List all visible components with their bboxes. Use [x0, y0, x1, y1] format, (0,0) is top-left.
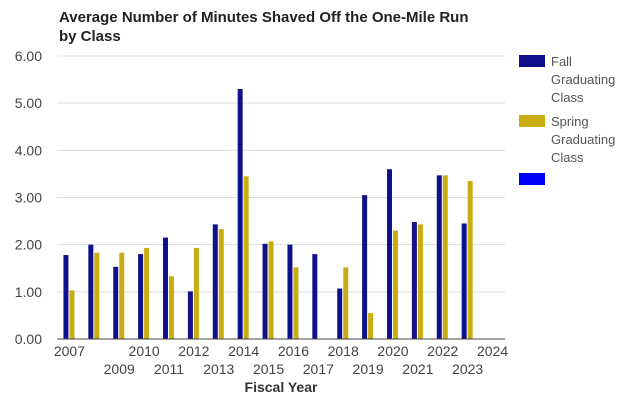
bar-series-1-2010 — [144, 247, 150, 339]
legend-label: Spring — [551, 114, 589, 129]
x-tick-label: 2015 — [253, 361, 284, 377]
x-tick-label: 2023 — [452, 361, 483, 377]
x-axis-tick-labels: 2007 2010 2012 2014 2016 2018 2020 2022 2024 2009… — [54, 343, 508, 377]
legend-label: Graduating — [551, 72, 615, 87]
bar-series-0-2020 — [387, 169, 392, 339]
bar-series-0-2013 — [212, 224, 218, 339]
bar-series-1-2007 — [69, 290, 75, 339]
bar-series-1-2015 — [268, 241, 274, 339]
x-tick-label: 2011 — [154, 361, 184, 377]
legend-label: Fall — [551, 54, 572, 69]
bar-series-0-2017 — [312, 254, 318, 339]
chart-title-line-1: Average Number of Minutes Shaved Off the… — [59, 9, 469, 26]
bar-series-1-2016 — [293, 267, 299, 339]
bar-series-1-2009 — [119, 252, 125, 339]
legend-label: Class — [551, 90, 584, 105]
x-tick-label: 2021 — [402, 361, 433, 377]
bar-series-1-2012 — [193, 247, 199, 339]
x-tick-label: 2024 — [477, 343, 508, 359]
bar-series-0-2019 — [362, 195, 368, 339]
legend-label: Graduating — [551, 132, 615, 147]
bar-series-1-2014 — [243, 176, 249, 339]
bar-series-1-2020 — [393, 230, 398, 339]
legend-swatch-1 — [519, 115, 545, 127]
bar-series-1-2013 — [218, 229, 224, 339]
x-tick-label: 2012 — [178, 343, 209, 359]
legend: Fall Graduating Class Spring Graduating Class — [519, 54, 615, 185]
y-tick-label: 1.00 — [15, 284, 42, 300]
bar-series-0-2014 — [237, 89, 243, 340]
x-axis-title: Fiscal Year — [245, 379, 318, 395]
bar-series-0-2011 — [163, 237, 168, 339]
bar-series-1-2023 — [467, 180, 473, 339]
x-tick-label: 2018 — [328, 343, 359, 359]
x-tick-label: 2013 — [203, 361, 234, 377]
y-tick-label: 6.00 — [15, 48, 42, 64]
x-tick-label: 2010 — [129, 343, 160, 359]
y-tick-label: 2.00 — [15, 237, 42, 253]
bars — [63, 89, 473, 340]
x-tick-label: 2007 — [54, 343, 85, 359]
bar-series-0-2008 — [88, 244, 94, 339]
bar-series-0-2007 — [63, 255, 69, 339]
bar-series-0-2010 — [138, 254, 144, 339]
legend-swatch-2 — [519, 173, 545, 185]
legend-swatch-0 — [519, 55, 545, 67]
gridlines — [57, 55, 505, 293]
bar-series-0-2016 — [287, 244, 293, 339]
bar-series-1-2022 — [442, 175, 448, 339]
y-tick-label: 0.00 — [15, 331, 42, 347]
x-tick-label: 2009 — [104, 361, 135, 377]
x-tick-label: 2016 — [278, 343, 309, 359]
x-tick-label: 2020 — [377, 343, 408, 359]
y-axis-tick-labels: 0.00 1.00 2.00 3.00 4.00 5.00 6.00 — [15, 48, 42, 347]
bar-series-0-2018 — [337, 288, 343, 339]
bar-series-0-2015 — [262, 243, 268, 339]
x-tick-label: 2014 — [228, 343, 259, 359]
bar-series-1-2011 — [169, 276, 174, 339]
bar-series-0-2012 — [187, 291, 193, 339]
bar-series-0-2009 — [113, 266, 119, 339]
bar-series-1-2018 — [343, 267, 349, 339]
legend-label: Class — [551, 150, 584, 165]
bar-series-0-2023 — [461, 223, 467, 339]
bar-series-0-2021 — [411, 222, 417, 339]
y-tick-label: 5.00 — [15, 95, 42, 111]
bar-series-1-2021 — [417, 224, 423, 339]
y-tick-label: 3.00 — [15, 190, 42, 206]
x-tick-label: 2017 — [303, 361, 334, 377]
y-tick-label: 4.00 — [15, 142, 42, 158]
bar-series-1-2008 — [94, 252, 100, 339]
x-tick-label: 2022 — [427, 343, 458, 359]
bar-series-0-2022 — [436, 175, 442, 339]
x-tick-label: 2019 — [353, 361, 384, 377]
bar-series-1-2019 — [368, 313, 374, 339]
chart-title-line-2: by Class — [59, 28, 121, 45]
